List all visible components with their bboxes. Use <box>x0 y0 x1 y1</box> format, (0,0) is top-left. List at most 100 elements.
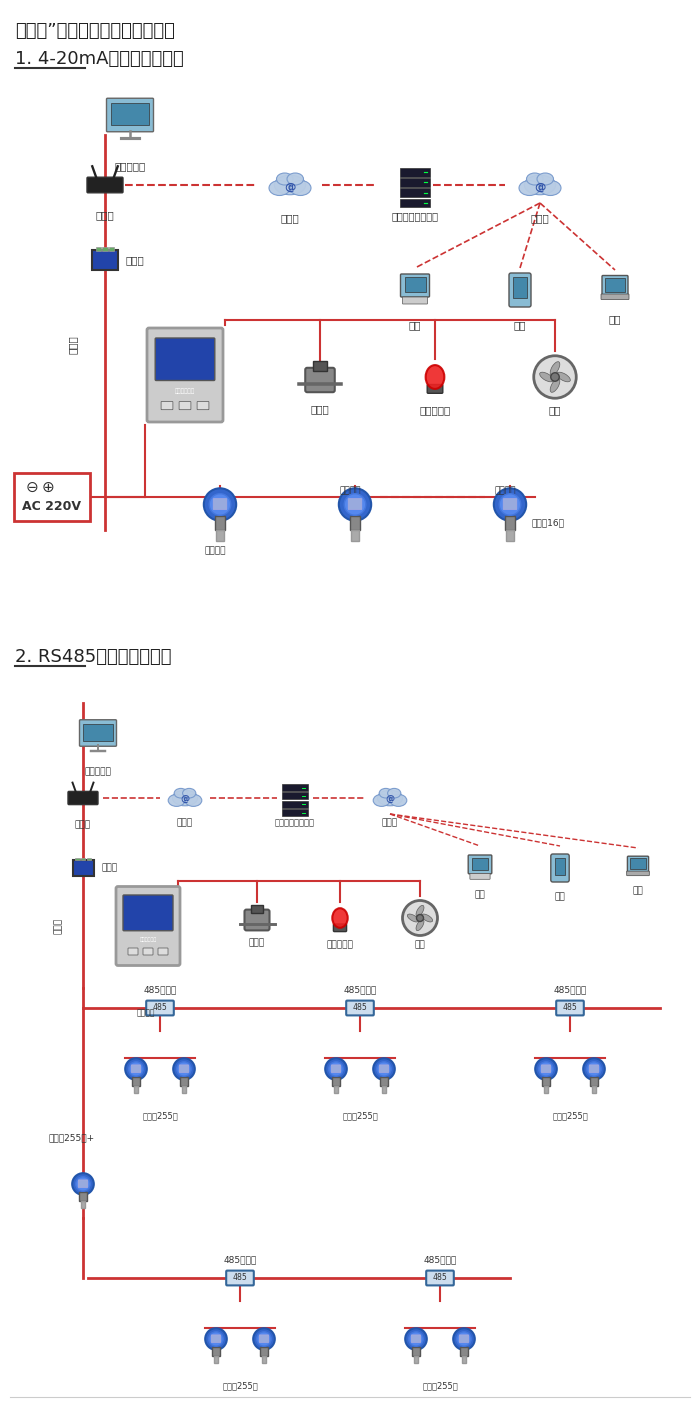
Circle shape <box>499 494 521 515</box>
Bar <box>134 1086 139 1093</box>
Bar <box>132 1076 139 1086</box>
Text: 485: 485 <box>232 1273 247 1283</box>
FancyBboxPatch shape <box>412 1335 421 1342</box>
FancyBboxPatch shape <box>513 277 526 298</box>
FancyBboxPatch shape <box>606 279 624 291</box>
Bar <box>590 1076 598 1086</box>
Circle shape <box>453 1328 475 1349</box>
Circle shape <box>373 1058 395 1079</box>
Ellipse shape <box>379 788 393 798</box>
Ellipse shape <box>388 788 401 798</box>
FancyBboxPatch shape <box>128 948 138 955</box>
Text: 手机: 手机 <box>554 892 566 900</box>
Text: 声光报警器: 声光报警器 <box>327 940 354 948</box>
Bar <box>214 1356 218 1363</box>
Bar <box>181 1086 186 1093</box>
FancyBboxPatch shape <box>143 948 153 955</box>
Text: 485: 485 <box>153 1003 167 1013</box>
FancyBboxPatch shape <box>459 1335 469 1342</box>
Bar <box>313 362 327 371</box>
FancyBboxPatch shape <box>211 1335 220 1342</box>
Ellipse shape <box>274 176 306 194</box>
FancyBboxPatch shape <box>427 384 443 394</box>
Text: 电脑: 电脑 <box>409 319 421 331</box>
Circle shape <box>551 373 559 381</box>
Bar <box>216 529 223 540</box>
Bar <box>351 529 358 540</box>
FancyBboxPatch shape <box>111 103 149 125</box>
Ellipse shape <box>537 173 554 184</box>
Text: 485: 485 <box>433 1273 447 1283</box>
FancyBboxPatch shape <box>346 1000 374 1016</box>
Text: 安帕尔网络服务器: 安帕尔网络服务器 <box>391 211 438 221</box>
Text: 可连接255台: 可连接255台 <box>342 1112 378 1120</box>
Text: 电磁阀: 电磁阀 <box>311 404 330 414</box>
Text: 互联网: 互联网 <box>382 817 398 827</box>
FancyBboxPatch shape <box>426 1271 454 1286</box>
Ellipse shape <box>550 362 560 376</box>
FancyBboxPatch shape <box>146 1000 174 1016</box>
FancyBboxPatch shape <box>83 723 113 741</box>
Text: 485中继器: 485中继器 <box>554 985 587 993</box>
Circle shape <box>209 1332 223 1346</box>
Ellipse shape <box>556 373 570 381</box>
Text: 485: 485 <box>353 1003 368 1013</box>
Text: 电脑: 电脑 <box>475 891 485 899</box>
FancyBboxPatch shape <box>197 401 209 409</box>
Text: 信号输入: 信号输入 <box>340 485 360 495</box>
Text: 风机: 风机 <box>414 940 426 948</box>
Circle shape <box>209 494 231 515</box>
Ellipse shape <box>540 180 561 196</box>
Text: 声光报警器: 声光报警器 <box>419 405 451 415</box>
Text: ⊖: ⊖ <box>26 480 38 494</box>
Ellipse shape <box>426 364 444 388</box>
Circle shape <box>583 1058 605 1079</box>
Circle shape <box>416 915 424 922</box>
Text: 终端: 终端 <box>633 886 643 895</box>
Text: 485中继器: 485中继器 <box>223 1255 257 1263</box>
Circle shape <box>329 1062 343 1076</box>
Circle shape <box>409 1332 423 1346</box>
Bar <box>461 1356 466 1363</box>
Circle shape <box>405 1328 427 1349</box>
Ellipse shape <box>174 788 188 798</box>
Circle shape <box>457 1332 471 1346</box>
Circle shape <box>129 1062 144 1076</box>
Text: 互联网: 互联网 <box>177 817 193 827</box>
Bar <box>332 1076 340 1086</box>
FancyBboxPatch shape <box>626 871 650 875</box>
FancyBboxPatch shape <box>331 1065 341 1072</box>
Bar <box>412 1346 419 1356</box>
Ellipse shape <box>373 795 390 806</box>
Text: ⊕: ⊕ <box>41 480 55 494</box>
FancyBboxPatch shape <box>87 177 123 193</box>
Ellipse shape <box>290 180 311 196</box>
FancyBboxPatch shape <box>73 860 94 877</box>
Text: 路由器: 路由器 <box>96 210 114 219</box>
FancyBboxPatch shape <box>78 1180 88 1188</box>
FancyBboxPatch shape <box>179 1065 189 1072</box>
FancyBboxPatch shape <box>400 167 430 176</box>
Bar <box>505 516 515 529</box>
FancyBboxPatch shape <box>161 401 173 409</box>
FancyBboxPatch shape <box>158 948 168 955</box>
FancyBboxPatch shape <box>116 886 180 965</box>
Bar <box>212 1346 220 1356</box>
Text: 485中继器: 485中继器 <box>144 985 176 993</box>
Ellipse shape <box>390 795 407 806</box>
Ellipse shape <box>550 378 560 393</box>
FancyBboxPatch shape <box>348 498 362 509</box>
FancyBboxPatch shape <box>214 498 227 509</box>
Circle shape <box>539 1062 553 1076</box>
FancyBboxPatch shape <box>333 924 346 931</box>
Circle shape <box>339 488 371 521</box>
Circle shape <box>377 1062 391 1076</box>
Text: 信号输出: 信号输出 <box>494 485 516 495</box>
FancyBboxPatch shape <box>551 854 569 882</box>
FancyBboxPatch shape <box>282 809 307 816</box>
Circle shape <box>205 1328 227 1349</box>
Text: @: @ <box>534 182 546 191</box>
Circle shape <box>72 1173 94 1195</box>
FancyBboxPatch shape <box>601 294 629 300</box>
Text: 机气猫”系列带显示固定式检测仪: 机气猫”系列带显示固定式检测仪 <box>15 23 175 39</box>
